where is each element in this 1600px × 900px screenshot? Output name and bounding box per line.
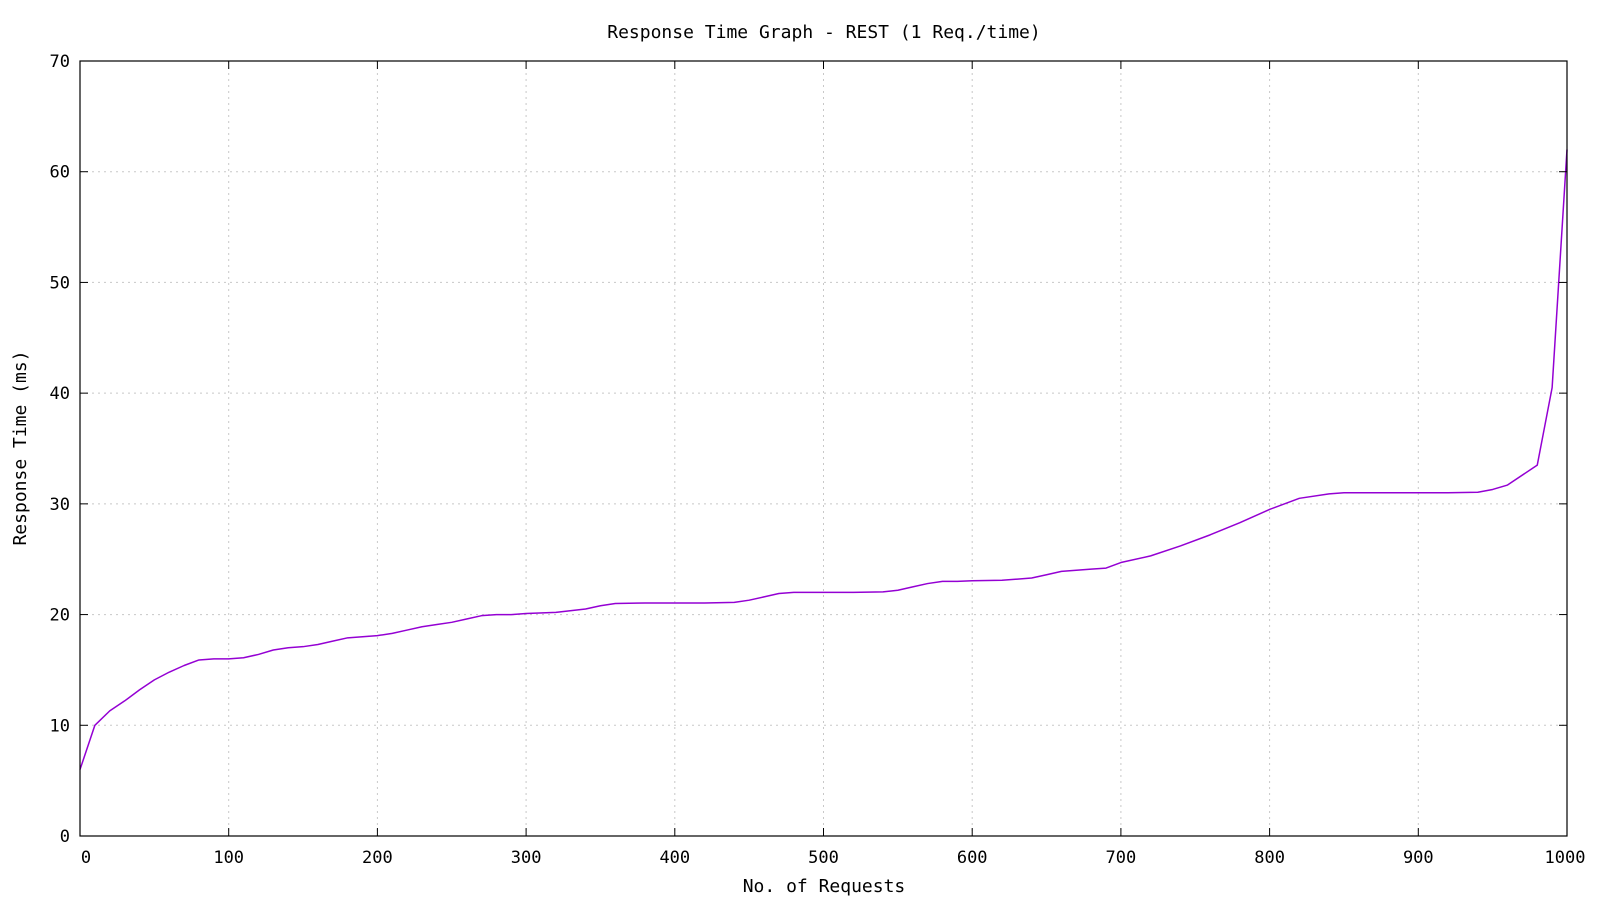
x-tick-label: 500 <box>808 848 839 868</box>
y-tick-label: 20 <box>50 606 70 626</box>
series-line <box>79 149 1568 770</box>
x-tick-label: 800 <box>1254 848 1285 868</box>
y-tick-label: 10 <box>50 716 70 736</box>
y-tick-label: 40 <box>50 384 70 404</box>
grid <box>80 61 1567 836</box>
ticks: 0 100 200 300 400 500 600 700 800 900 1000 0 10 20 30 4… <box>50 52 1586 868</box>
x-tick-label: 700 <box>1106 848 1137 868</box>
x-tick-label: 900 <box>1403 848 1434 868</box>
x-tick-label: 100 <box>213 848 244 868</box>
chart-title: Response Time Graph - REST (1 Req./time) <box>607 22 1040 43</box>
x-tick-label: 600 <box>957 848 988 868</box>
x-axis-title: No. of Requests <box>743 876 906 897</box>
y-tick-label: 0 <box>60 827 70 847</box>
series-layer <box>79 149 1568 770</box>
x-tick-label: 1000 <box>1545 848 1586 868</box>
x-tick-label: 200 <box>362 848 393 868</box>
y-tick-label: 60 <box>50 163 70 183</box>
x-tick-label: 400 <box>659 848 690 868</box>
x-tick-label: 300 <box>511 848 542 868</box>
y-tick-label: 30 <box>50 495 70 515</box>
y-tick-label: 70 <box>50 52 70 72</box>
y-axis-title: Response Time (ms) <box>10 350 31 545</box>
x-tick-label: 0 <box>81 848 91 868</box>
y-tick-label: 50 <box>50 273 70 293</box>
